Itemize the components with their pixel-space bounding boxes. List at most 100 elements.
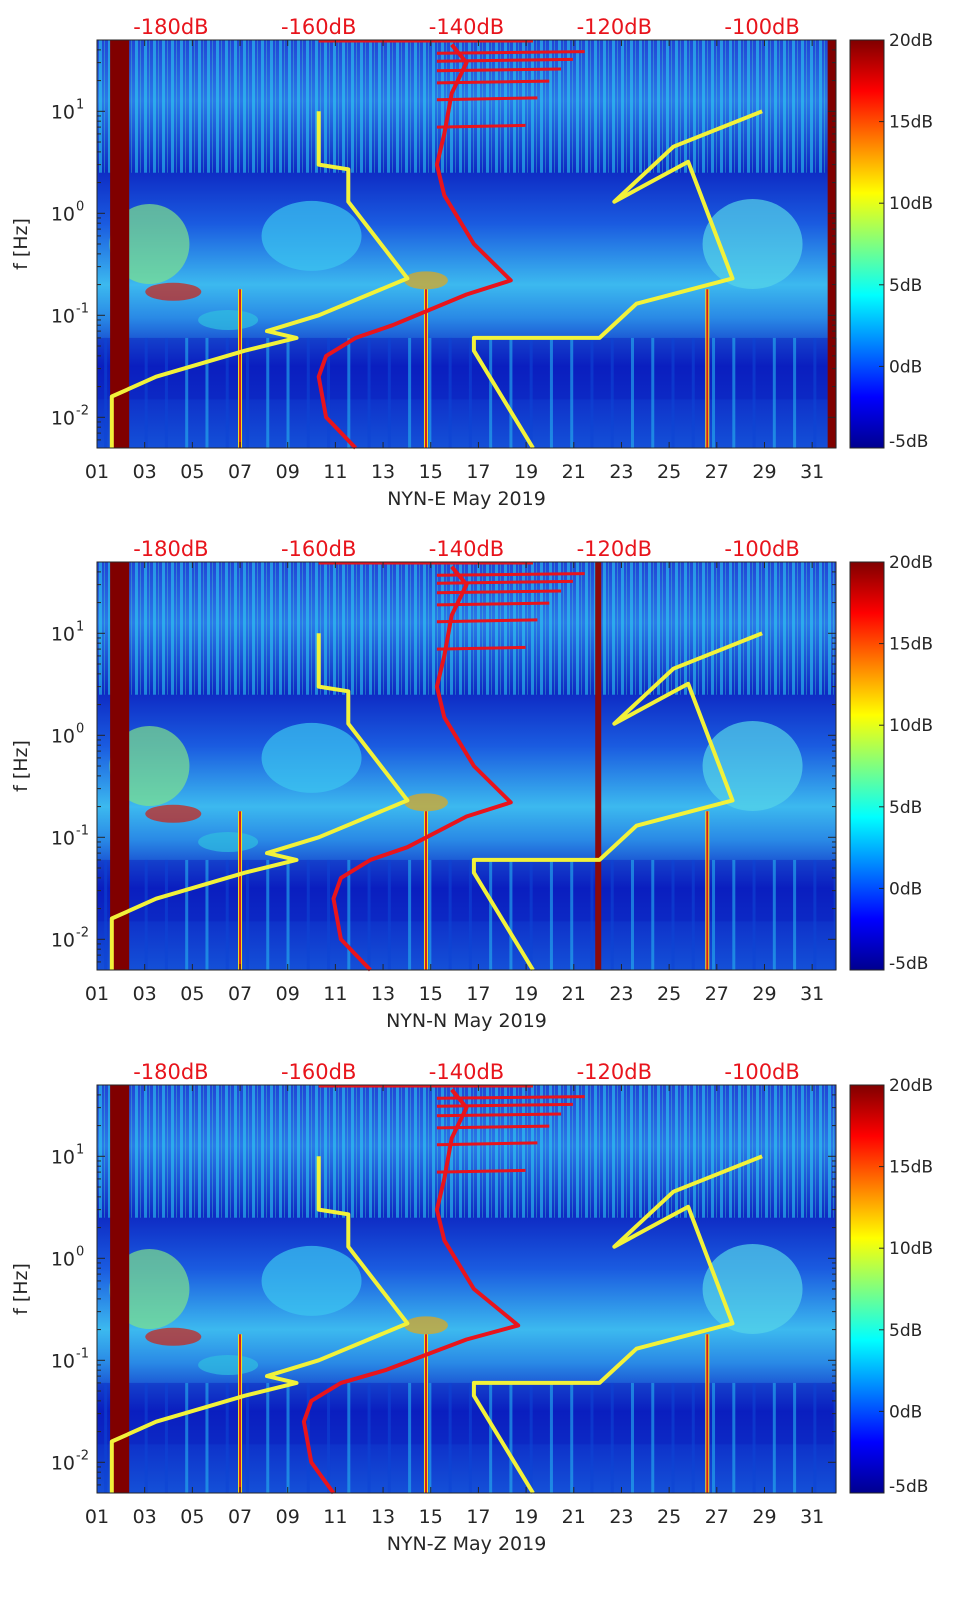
transient-stripe bbox=[489, 859, 493, 970]
db-axis-label: -160dB bbox=[281, 15, 356, 39]
x-tick-label: 17 bbox=[466, 983, 490, 1005]
station-psd-wiggle bbox=[436, 618, 538, 624]
transient-stripe bbox=[367, 1382, 371, 1493]
x-tick-label: 09 bbox=[276, 1506, 300, 1528]
transient-stripe bbox=[833, 859, 837, 970]
x-tick-label: 07 bbox=[228, 1506, 252, 1528]
transient-stripe bbox=[448, 859, 452, 970]
x-tick-label: 23 bbox=[609, 1506, 633, 1528]
db-axis-label: -140dB bbox=[429, 1060, 504, 1084]
colorbar-tick-label: 20dB bbox=[889, 1076, 933, 1096]
y-tick-base: 10 bbox=[51, 1350, 75, 1372]
colorbar-tick-label: 15dB bbox=[889, 113, 933, 133]
station-psd-curve bbox=[316, 43, 513, 450]
transient-stripe bbox=[205, 1382, 209, 1493]
event-spike-core bbox=[424, 811, 427, 970]
db-axis-label: -180dB bbox=[133, 15, 208, 39]
transient-stripe bbox=[793, 337, 797, 448]
transient-stripe bbox=[630, 337, 634, 448]
noise-model-low-curve bbox=[109, 111, 410, 448]
transient-stripe bbox=[590, 859, 594, 970]
colorbar-tick-label: -5dB bbox=[889, 432, 928, 452]
colorbar-tick-label: 5dB bbox=[889, 276, 922, 296]
y-tick-base: 10 bbox=[51, 725, 75, 747]
station-psd-wiggle bbox=[436, 601, 550, 607]
station-psd-wiggle bbox=[436, 589, 562, 595]
data-gap-column bbox=[110, 562, 130, 970]
transient-stripe bbox=[529, 337, 533, 448]
x-tick-label: 07 bbox=[228, 983, 252, 1005]
energy-blob bbox=[198, 831, 259, 852]
transient-stripe bbox=[408, 859, 412, 970]
transient-stripe bbox=[144, 337, 148, 448]
x-tick-label: 03 bbox=[133, 983, 157, 1005]
transient-stripe bbox=[691, 1382, 695, 1493]
x-tick-label: 29 bbox=[752, 461, 776, 483]
x-tick-label: 15 bbox=[419, 461, 443, 483]
transient-stripe bbox=[286, 859, 290, 970]
transient-stripe bbox=[468, 859, 472, 970]
colorbar: 20dB 15dB 10dB 5dB 0dB -5dB bbox=[849, 1076, 933, 1497]
x-tick-label: 25 bbox=[657, 983, 681, 1005]
x-tick-label: 31 bbox=[800, 1506, 824, 1528]
transient-stripe bbox=[651, 859, 655, 970]
y-tick-label: 10 bbox=[51, 101, 75, 123]
energy-blob bbox=[261, 722, 362, 793]
x-tick-label: 11 bbox=[323, 1506, 347, 1528]
db-axis-label: -100dB bbox=[724, 1060, 799, 1084]
station-psd-wiggle bbox=[436, 579, 573, 585]
transient-stripe bbox=[570, 337, 574, 448]
transient-stripe bbox=[630, 859, 634, 970]
transient-stripe bbox=[327, 1382, 331, 1493]
transient-stripe bbox=[570, 859, 574, 970]
transient-stripe bbox=[144, 859, 148, 970]
x-axis-label: NYN-Z May 2019 bbox=[387, 1533, 547, 1555]
db-axis-label: -140dB bbox=[429, 537, 504, 561]
transient-stripe bbox=[387, 859, 391, 970]
x-tick-label: 19 bbox=[514, 461, 538, 483]
transient-stripe bbox=[286, 337, 290, 448]
data-gap-column bbox=[827, 40, 836, 448]
x-tick-label: 27 bbox=[705, 461, 729, 483]
db-axis-label: -120dB bbox=[577, 537, 652, 561]
transient-stripe bbox=[671, 1382, 675, 1493]
y-tick-exponent: -1 bbox=[76, 301, 89, 316]
energy-blob bbox=[145, 282, 202, 301]
transient-stripe bbox=[752, 1382, 756, 1493]
transient-stripe bbox=[266, 859, 270, 970]
transient-stripe bbox=[489, 337, 493, 448]
db-axis-label: -120dB bbox=[577, 1060, 652, 1084]
x-tick-label: 17 bbox=[466, 461, 490, 483]
transient-stripe bbox=[347, 337, 351, 448]
station-psd-wiggle bbox=[436, 50, 585, 55]
transient-stripe bbox=[164, 1382, 168, 1493]
transient-stripe bbox=[327, 337, 331, 448]
x-tick-label: 09 bbox=[276, 461, 300, 483]
y-tick-label: 10 bbox=[51, 1452, 75, 1474]
y-tick-base: 10 bbox=[51, 623, 75, 645]
event-spike-core bbox=[706, 811, 709, 970]
y-tick-base: 10 bbox=[51, 1452, 75, 1474]
transient-stripe bbox=[185, 337, 189, 448]
y-axis-label: f [Hz] bbox=[10, 1263, 32, 1315]
x-tick-label: 29 bbox=[752, 1506, 776, 1528]
transient-stripe bbox=[691, 337, 695, 448]
transient-stripe bbox=[813, 1382, 817, 1493]
y-tick-exponent: 0 bbox=[76, 199, 84, 214]
x-tick-label: 15 bbox=[419, 983, 443, 1005]
energy-blob bbox=[109, 204, 190, 284]
transient-stripe bbox=[671, 859, 675, 970]
transient-stripe bbox=[306, 859, 310, 970]
transient-stripe bbox=[448, 1382, 452, 1493]
x-tick-label: 11 bbox=[323, 461, 347, 483]
colorbar-tick-label: 15dB bbox=[889, 635, 933, 655]
y-tick-base: 10 bbox=[51, 203, 75, 225]
transient-stripe bbox=[245, 859, 249, 970]
x-tick-label: 19 bbox=[514, 983, 538, 1005]
energy-blob bbox=[109, 726, 190, 806]
event-spike-core bbox=[239, 289, 242, 448]
transient-stripe bbox=[104, 859, 108, 970]
transient-stripe bbox=[752, 337, 756, 448]
noise-model-high-curve bbox=[471, 109, 763, 450]
